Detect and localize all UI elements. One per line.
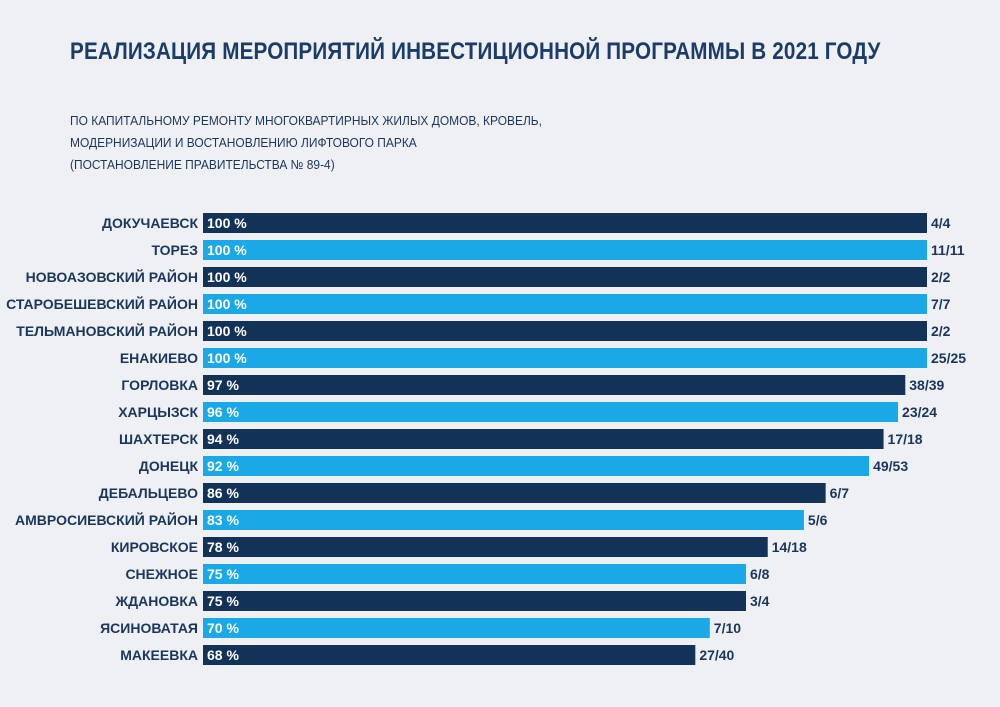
subtitle-line: ПО КАПИТАЛЬНОМУ РЕМОНТУ МНОГОКВАРТИРНЫХ … bbox=[70, 113, 542, 128]
category-label: НОВОАЗОВСКИЙ РАЙОН bbox=[26, 268, 198, 285]
category-label: ГОРЛОВКА bbox=[121, 377, 198, 393]
count-label: 27/40 bbox=[699, 647, 734, 663]
count-label: 7/10 bbox=[714, 620, 741, 636]
category-label: ХАРЦЫЗСК bbox=[118, 404, 198, 420]
count-label: 4/4 bbox=[931, 215, 951, 231]
value-label: 78 % bbox=[207, 539, 239, 555]
bar bbox=[203, 267, 927, 287]
chart-title: РЕАЛИЗАЦИЯ МЕРОПРИЯТИЙ ИНВЕСТИЦИОННОЙ ПР… bbox=[70, 38, 881, 65]
value-label: 75 % bbox=[207, 593, 239, 609]
category-label: СНЕЖНОЕ bbox=[125, 566, 198, 582]
bar bbox=[203, 483, 826, 503]
count-label: 14/18 bbox=[772, 539, 807, 555]
value-label: 96 % bbox=[207, 404, 239, 420]
count-label: 6/7 bbox=[830, 485, 850, 501]
chart-subtitle: ПО КАПИТАЛЬНОМУ РЕМОНТУ МНОГОКВАРТИРНЫХ … bbox=[70, 110, 542, 176]
value-label: 100 % bbox=[207, 242, 247, 258]
bar-chart: ДОКУЧАЕВСК 100 % 4/4 ТОРЕЗ 100 % 11/11 НОВОАЗО… bbox=[6, 213, 966, 665]
bar bbox=[203, 240, 927, 260]
value-label: 100 % bbox=[207, 323, 247, 339]
count-label: 2/2 bbox=[931, 269, 951, 285]
bar bbox=[203, 510, 804, 530]
bar bbox=[203, 375, 906, 395]
subtitle-line: МОДЕРНИЗАЦИИ И ВОСТАНОВЛЕНИЮ ЛИФТОВОГО П… bbox=[70, 135, 417, 150]
value-label: 92 % bbox=[207, 458, 239, 474]
bar bbox=[203, 645, 696, 665]
count-label: 25/25 bbox=[931, 350, 966, 366]
value-label: 100 % bbox=[207, 215, 247, 231]
bar bbox=[203, 402, 899, 422]
count-label: 17/18 bbox=[888, 431, 923, 447]
category-label: СТАРОБЕШЕВСКИЙ РАЙОН bbox=[6, 295, 198, 312]
count-label: 23/24 bbox=[902, 404, 937, 420]
category-label: ТОРЕЗ bbox=[151, 242, 198, 258]
value-label: 97 % bbox=[207, 377, 239, 393]
category-label: ЖДАНОВКА bbox=[114, 593, 198, 609]
value-label: 94 % bbox=[207, 431, 239, 447]
subtitle-line: (ПОСТАНОВЛЕНИЕ ПРАВИТЕЛЬСТВА № 89-4) bbox=[70, 157, 335, 172]
bar bbox=[203, 591, 746, 611]
category-label: МАКЕЕВКА bbox=[120, 647, 198, 663]
value-label: 100 % bbox=[207, 269, 247, 285]
category-label: ЯСИНОВАТАЯ bbox=[100, 620, 198, 636]
value-label: 83 % bbox=[207, 512, 239, 528]
bar bbox=[203, 294, 927, 314]
category-label: ТЕЛЬМАНОВСКИЙ РАЙОН bbox=[16, 322, 198, 339]
bar bbox=[203, 618, 710, 638]
bar bbox=[203, 537, 768, 557]
value-label: 100 % bbox=[207, 296, 247, 312]
value-label: 75 % bbox=[207, 566, 239, 582]
category-label: ДЕБАЛЬЦЕВО bbox=[99, 485, 198, 501]
count-label: 5/6 bbox=[808, 512, 828, 528]
value-label: 68 % bbox=[207, 647, 239, 663]
count-label: 49/53 bbox=[873, 458, 908, 474]
value-label: 86 % bbox=[207, 485, 239, 501]
category-label: ЕНАКИЕВО bbox=[120, 350, 198, 366]
bar bbox=[203, 429, 884, 449]
value-label: 100 % bbox=[207, 350, 247, 366]
count-label: 38/39 bbox=[909, 377, 944, 393]
bar bbox=[203, 564, 746, 584]
count-label: 3/4 bbox=[750, 593, 770, 609]
count-label: 2/2 bbox=[931, 323, 951, 339]
bar bbox=[203, 213, 927, 233]
bar bbox=[203, 456, 870, 476]
category-label: КИРОВСКОЕ bbox=[111, 539, 198, 555]
count-label: 7/7 bbox=[931, 296, 951, 312]
category-label: ДОНЕЦК bbox=[139, 458, 199, 474]
count-label: 6/8 bbox=[750, 566, 770, 582]
category-label: ШАХТЕРСК bbox=[119, 431, 199, 447]
category-label: ДОКУЧАЕВСК bbox=[102, 215, 198, 231]
count-label: 11/11 bbox=[931, 242, 965, 258]
bar bbox=[203, 348, 927, 368]
bar bbox=[203, 321, 927, 341]
value-label: 70 % bbox=[207, 620, 239, 636]
category-label: АМВРОСИЕВСКИЙ РАЙОН bbox=[15, 511, 198, 528]
